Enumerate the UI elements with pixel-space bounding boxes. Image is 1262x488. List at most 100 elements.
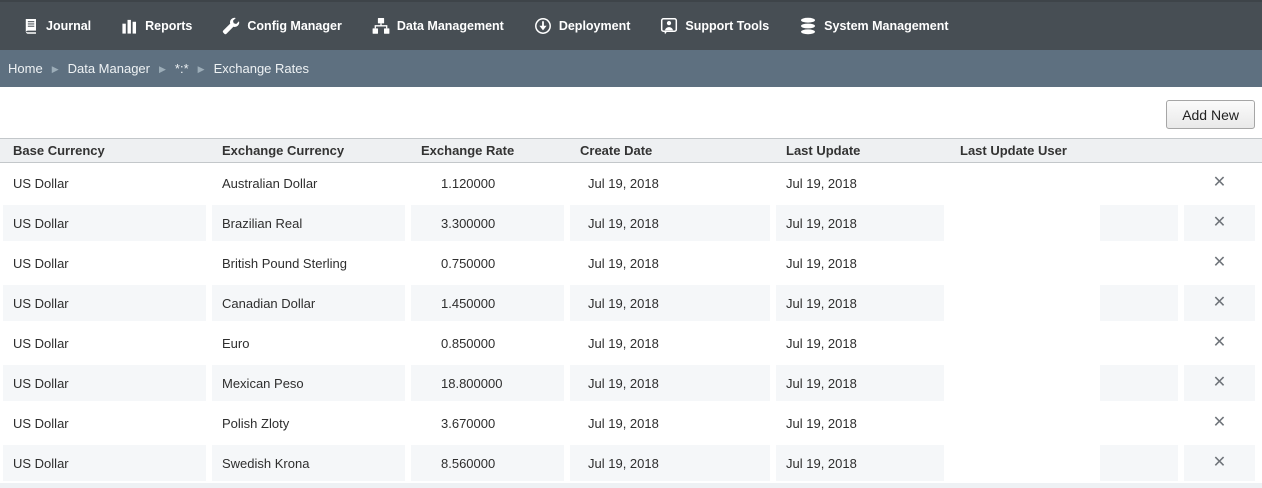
nav-item-system-management[interactable]: System Management: [799, 17, 949, 35]
nav-item-journal[interactable]: Journal: [22, 18, 91, 35]
nav-item-data-management[interactable]: Data Management: [372, 17, 504, 35]
table-row[interactable]: US Dollar Swedish Krona 8.560000 Jul 19,…: [0, 443, 1262, 483]
cell-base-currency: US Dollar: [3, 285, 206, 321]
delete-button[interactable]: ✕: [1184, 365, 1255, 401]
redaction-overlay: [950, 165, 1100, 201]
cell-exchange-rate: 1.450000: [411, 285, 564, 321]
cell-create-date: Jul 19, 2018: [588, 255, 659, 271]
cell-last-update-user: [950, 445, 1178, 481]
cell-last-update-user: [950, 205, 1178, 241]
cell-create-date: Jul 19, 2018: [570, 445, 770, 481]
table-row[interactable]: US Dollar Canadian Dollar 1.450000 Jul 1…: [0, 283, 1262, 323]
table-body: US Dollar Australian Dollar 1.120000 Jul…: [0, 163, 1262, 483]
delete-button[interactable]: ✕: [1184, 325, 1255, 361]
cell-exchange-currency: Swedish Krona: [212, 445, 405, 481]
cell-last-update-user: [950, 245, 1178, 281]
deployment-icon: [534, 18, 551, 34]
exchange-rates-table: Base Currency Exchange Currency Exchange…: [0, 138, 1262, 483]
cell-base-currency: US Dollar: [13, 335, 69, 351]
nav-item-label: Support Tools: [685, 19, 770, 33]
table-row[interactable]: US Dollar British Pound Sterling 0.75000…: [0, 243, 1262, 283]
delete-button[interactable]: ✕: [1184, 405, 1255, 441]
nav-item-config-manager[interactable]: Config Manager: [222, 17, 342, 35]
nav-item-reports[interactable]: Reports: [121, 18, 192, 35]
cell-last-update-user: [950, 365, 1178, 401]
cell-base-currency: US Dollar: [13, 415, 69, 431]
delete-button[interactable]: ✕: [1184, 285, 1255, 321]
breadcrumb-separator-icon: ▶: [197, 63, 205, 74]
cell-last-update-user: [950, 405, 1178, 441]
cell-create-date: Jul 19, 2018: [588, 335, 659, 351]
delete-button[interactable]: ✕: [1184, 205, 1255, 241]
column-header-exchange-rate: Exchange Rate: [421, 143, 515, 158]
redaction-overlay: [950, 285, 1100, 321]
cell-exchange-rate: 1.120000: [441, 175, 496, 191]
breadcrumb-current-page: Exchange Rates: [213, 61, 309, 76]
cell-exchange-currency: Australian Dollar: [222, 175, 318, 191]
redaction-overlay: [950, 245, 1100, 281]
redaction-overlay: [950, 445, 1100, 481]
delete-icon: ✕: [1212, 454, 1227, 471]
nav-item-label: Config Manager: [247, 19, 342, 33]
cell-last-update: Jul 19, 2018: [776, 285, 944, 321]
cell-create-date: Jul 19, 2018: [570, 285, 770, 321]
column-header-create-date: Create Date: [580, 143, 653, 158]
cell-exchange-currency: British Pound Sterling: [222, 255, 348, 271]
nav-item-label: Journal: [46, 19, 92, 33]
table-row[interactable]: US Dollar Mexican Peso 18.800000 Jul 19,…: [0, 363, 1262, 403]
table-row[interactable]: US Dollar Brazilian Real 3.300000 Jul 19…: [0, 203, 1262, 243]
nav-item-label: System Management: [824, 19, 949, 33]
column-header-base-currency: Base Currency: [13, 143, 105, 158]
system-management-icon: [801, 17, 816, 35]
cell-last-update: Jul 19, 2018: [776, 445, 944, 481]
cell-exchange-rate: 3.670000: [441, 415, 496, 431]
table-row[interactable]: US Dollar Euro 0.850000 Jul 19, 2018 Jul…: [0, 323, 1262, 363]
delete-button[interactable]: ✕: [1184, 165, 1255, 201]
cell-exchange-currency: Canadian Dollar: [212, 285, 405, 321]
delete-icon: ✕: [1212, 414, 1227, 431]
delete-button[interactable]: ✕: [1184, 245, 1255, 281]
cell-last-update: Jul 19, 2018: [786, 335, 857, 351]
cell-base-currency: US Dollar: [13, 175, 69, 191]
cell-last-update: Jul 19, 2018: [776, 205, 944, 241]
support-tools-icon: [661, 17, 678, 35]
breadcrumb-home[interactable]: Home: [8, 61, 43, 76]
delete-icon: ✕: [1212, 334, 1227, 351]
cell-create-date: Jul 19, 2018: [588, 415, 659, 431]
journal-icon: [25, 18, 36, 34]
nav-item-support-tools[interactable]: Support Tools: [660, 17, 769, 35]
cell-last-update: Jul 19, 2018: [786, 255, 857, 271]
breadcrumb-separator-icon: ▶: [51, 63, 59, 74]
breadcrumb: Home ▶ Data Manager ▶ *:* ▶ Exchange Rat…: [0, 50, 1262, 87]
table-header-row: Base Currency Exchange Currency Exchange…: [0, 138, 1262, 163]
add-new-button[interactable]: Add New: [1166, 100, 1255, 129]
cell-create-date: Jul 19, 2018: [570, 205, 770, 241]
cell-exchange-rate: 8.560000: [411, 445, 564, 481]
cell-last-update-user: [950, 285, 1178, 321]
cell-exchange-currency: Mexican Peso: [212, 365, 405, 401]
table-row[interactable]: US Dollar Australian Dollar 1.120000 Jul…: [0, 163, 1262, 203]
delete-icon: ✕: [1212, 214, 1227, 231]
table-row[interactable]: US Dollar Polish Zloty 3.670000 Jul 19, …: [0, 403, 1262, 443]
nav-item-label: Deployment: [558, 19, 631, 33]
cell-last-update: Jul 19, 2018: [776, 365, 944, 401]
cell-create-date: Jul 19, 2018: [588, 175, 659, 191]
bottom-bar: [0, 483, 1262, 488]
cell-exchange-currency: Brazilian Real: [212, 205, 405, 241]
breadcrumb-scope[interactable]: *:*: [174, 61, 189, 76]
delete-icon: ✕: [1212, 174, 1227, 191]
breadcrumb-data-manager[interactable]: Data Manager: [67, 61, 150, 76]
toolbar: Add New: [0, 87, 1262, 138]
delete-button[interactable]: ✕: [1184, 445, 1255, 481]
delete-icon: ✕: [1212, 254, 1227, 271]
cell-base-currency: US Dollar: [3, 205, 206, 241]
delete-icon: ✕: [1212, 374, 1227, 391]
cell-exchange-rate: 3.300000: [411, 205, 564, 241]
redaction-overlay: [950, 405, 1100, 441]
nav-item-deployment[interactable]: Deployment: [534, 17, 631, 35]
redaction-overlay: [950, 365, 1100, 401]
cell-exchange-currency: Polish Zloty: [222, 415, 290, 431]
data-management-icon: [372, 18, 390, 34]
column-header-exchange-currency: Exchange Currency: [222, 143, 345, 158]
breadcrumb-separator-icon: ▶: [159, 63, 166, 74]
